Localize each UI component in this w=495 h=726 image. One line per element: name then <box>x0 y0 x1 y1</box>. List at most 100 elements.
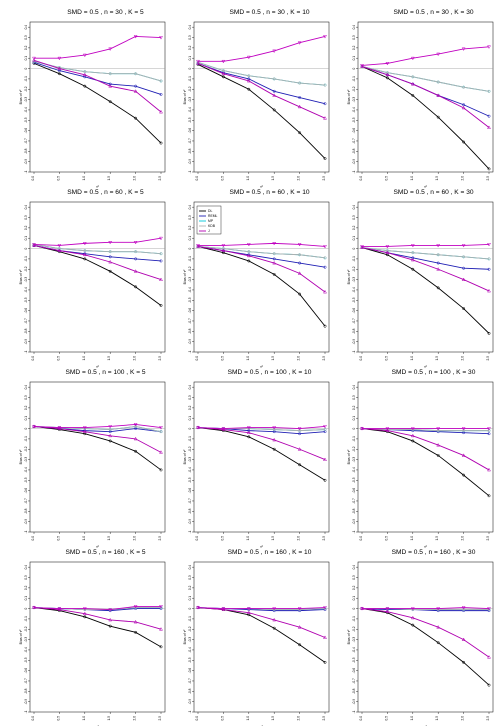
data-point <box>436 641 440 645</box>
plot-frame <box>193 561 330 713</box>
y-tick-label: 0.2 <box>352 225 356 230</box>
panel-title: SMD = 0.5 , n = 100 , K = 30 <box>392 369 476 376</box>
data-point <box>134 257 138 261</box>
data-point <box>323 425 327 429</box>
y-tick-label: 0.1 <box>188 56 192 61</box>
series-line-dl <box>361 66 490 170</box>
legend-label: DL <box>208 209 212 213</box>
data-point <box>272 447 276 451</box>
data-point <box>462 307 466 311</box>
x-axis-label: τ² <box>260 545 263 549</box>
series-line-j <box>361 66 490 128</box>
data-point <box>159 92 163 96</box>
x-tick-label: 1.0 <box>246 356 250 361</box>
series-line-dl <box>197 607 326 663</box>
y-tick-label: -0.4 <box>188 107 192 113</box>
data-point <box>57 426 62 430</box>
x-tick-label: 0.5 <box>220 176 224 181</box>
data-point <box>487 89 491 93</box>
series-line-j <box>33 607 162 630</box>
data-point <box>436 607 441 611</box>
data-point <box>297 104 302 109</box>
data-point <box>385 609 390 614</box>
data-point <box>411 93 415 97</box>
data-point <box>133 619 138 624</box>
series-line-kdb <box>197 61 326 86</box>
y-tick-label: -1 <box>188 170 192 173</box>
y-tick-label: 0.1 <box>188 596 192 601</box>
series-line-dl <box>33 607 162 648</box>
y-tick-label: 0.2 <box>188 405 192 410</box>
y-tick-label: -0.5 <box>188 117 192 123</box>
y-tick-label: -0.1 <box>24 616 28 622</box>
series-line-j <box>33 245 162 281</box>
data-point <box>436 261 440 265</box>
y-axis-label: Bias of τ² <box>19 629 23 644</box>
y-axis-label: Bias of τ² <box>19 269 23 284</box>
data-point <box>462 266 466 270</box>
data-point <box>487 494 491 498</box>
y-tick-label: -0.5 <box>188 297 192 303</box>
data-point <box>82 242 87 246</box>
data-point <box>57 248 62 252</box>
data-point <box>411 439 415 443</box>
data-point <box>196 59 200 64</box>
x-tick-label: 0.5 <box>56 176 60 181</box>
x-tick-label: 2.5 <box>322 356 326 361</box>
y-tick-label: -0.8 <box>24 688 28 694</box>
series-line-dl <box>33 62 162 144</box>
x-tick-label: 2.5 <box>158 356 162 361</box>
data-point <box>461 427 466 431</box>
data-point <box>247 87 251 91</box>
data-point <box>272 428 276 432</box>
y-tick-label: 0.3 <box>24 395 28 400</box>
y-tick-label: 0 <box>188 607 192 609</box>
panel-10: SMD = 0.5 , n = 160 , K = 5 0.4 0.3 0.2 0.1 0… <box>19 549 166 726</box>
data-point <box>246 78 251 83</box>
data-point <box>57 72 61 76</box>
data-point <box>108 47 113 52</box>
y-tick-label: -0.6 <box>352 128 356 134</box>
series-line-j-upper <box>362 243 490 247</box>
x-tick-label: 0.5 <box>56 536 60 541</box>
series-line-reml <box>361 608 489 612</box>
data-point <box>487 331 491 335</box>
y-tick-label: 0.3 <box>24 35 28 40</box>
x-tick-label: 2.5 <box>322 176 326 181</box>
data-point <box>385 76 389 80</box>
panel-title: SMD = 0.5 , n = 100 , K = 10 <box>228 369 312 376</box>
panel-9: SMD = 0.5 , n = 100 , K = 30 0.4 0.3 0.2 0.1… <box>347 369 494 549</box>
y-tick-label: 0 <box>188 427 192 429</box>
y-tick-label: 0 <box>24 607 28 609</box>
y-tick-label: -0.6 <box>352 308 356 314</box>
y-tick-label: -0.5 <box>352 297 356 303</box>
y-tick-label: -0.3 <box>352 457 356 463</box>
x-tick-label: 1.0 <box>82 176 86 181</box>
panel-5: SMD = 0.5 , n = 60 , K = 10 0.4 0.3 0.2 0.1 0… <box>183 189 330 369</box>
y-tick-label: -0.7 <box>352 138 356 144</box>
y-tick-label: -0.6 <box>188 308 192 314</box>
data-point <box>297 243 302 247</box>
y-tick-label: -0.2 <box>352 446 356 452</box>
x-tick-label: 2.0 <box>133 536 137 541</box>
data-point <box>298 429 302 433</box>
data-point <box>83 249 87 253</box>
data-point <box>108 269 112 273</box>
data-point <box>410 615 415 620</box>
y-tick-label: 0.3 <box>188 395 192 400</box>
panel-3: SMD = 0.5 , n = 30 , K = 30 0.4 0.3 0.2 0.1 0… <box>347 9 494 189</box>
y-tick-label: -0.5 <box>352 477 356 483</box>
data-point <box>272 242 277 246</box>
y-tick-label: -0.5 <box>24 297 28 303</box>
y-tick-label: -0.1 <box>24 76 28 82</box>
series-line-kdb <box>197 246 326 259</box>
data-point <box>487 257 491 261</box>
data-point <box>298 96 302 99</box>
y-tick-label: -0.9 <box>24 159 28 165</box>
data-point <box>83 84 87 88</box>
data-point <box>82 426 87 430</box>
data-point <box>159 468 163 472</box>
data-point <box>272 252 276 256</box>
y-tick-label: -0.4 <box>352 287 356 293</box>
